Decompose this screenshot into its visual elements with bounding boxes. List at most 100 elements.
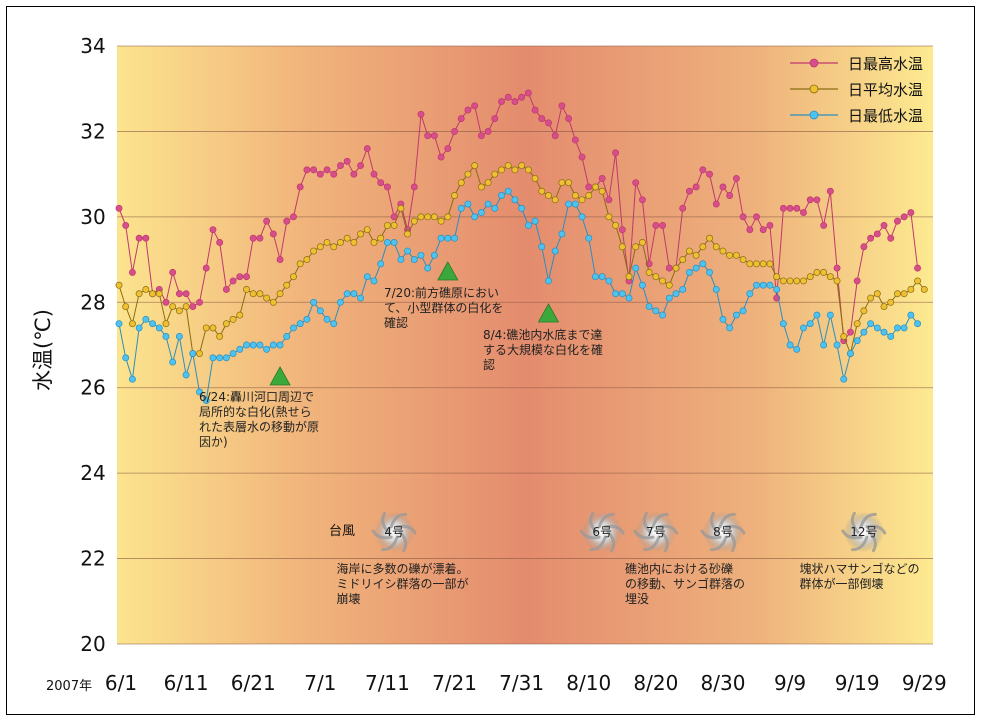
data-point xyxy=(498,166,505,174)
data-point xyxy=(558,179,566,187)
typhoon-number: 12号 xyxy=(850,525,877,539)
data-point xyxy=(115,281,123,289)
data-point xyxy=(826,311,834,319)
data-point xyxy=(471,213,479,221)
data-point xyxy=(296,320,304,328)
data-point xyxy=(122,303,130,311)
x-tick-label: 7/21 xyxy=(432,671,477,695)
x-tick-label: 6/21 xyxy=(231,671,276,695)
x-tick-label: 7/31 xyxy=(499,671,544,695)
data-point xyxy=(538,115,546,123)
data-point xyxy=(813,196,821,204)
data-point xyxy=(699,243,707,251)
legend-label: 日平均水温 xyxy=(848,81,923,99)
typhoon-arm xyxy=(718,512,736,529)
typhoon-icon: 8号 xyxy=(700,511,746,553)
data-point xyxy=(706,268,713,276)
data-point xyxy=(283,281,291,289)
typhoon-arm xyxy=(859,512,877,529)
data-point xyxy=(558,230,566,238)
data-point xyxy=(625,273,633,281)
data-point xyxy=(169,358,177,366)
typhoon-arm xyxy=(633,529,655,540)
data-point xyxy=(115,204,123,212)
data-point xyxy=(222,354,230,362)
data-point xyxy=(585,192,593,199)
data-point xyxy=(350,290,358,298)
data-point xyxy=(209,226,217,234)
data-point xyxy=(598,174,606,182)
data-point xyxy=(793,204,801,212)
data-point xyxy=(202,264,210,272)
data-point xyxy=(424,264,432,272)
data-point xyxy=(726,192,734,199)
data-point xyxy=(115,320,123,328)
data-point xyxy=(283,333,291,340)
data-point xyxy=(216,333,224,340)
data-point xyxy=(779,204,787,212)
data-point xyxy=(357,294,365,302)
data-point xyxy=(316,170,324,178)
data-point xyxy=(256,290,264,298)
data-point xyxy=(652,273,660,281)
typhoon-arm xyxy=(606,530,616,553)
y-tick-label: 28 xyxy=(80,290,105,314)
data-point xyxy=(766,260,774,268)
y-tick-label: 24 xyxy=(80,461,105,485)
data-point xyxy=(605,213,613,221)
data-point xyxy=(189,303,197,311)
data-point xyxy=(920,286,928,293)
data-point xyxy=(370,239,378,246)
data-point xyxy=(806,196,814,204)
data-point xyxy=(779,277,787,285)
data-point xyxy=(786,204,794,212)
typhoon-arm xyxy=(371,529,393,540)
data-point xyxy=(773,286,781,293)
data-point xyxy=(545,277,552,285)
data-point xyxy=(370,277,378,285)
data-point xyxy=(410,217,418,225)
data-point xyxy=(692,264,700,272)
data-point xyxy=(310,166,318,174)
typhoon-number: 7号 xyxy=(646,525,666,539)
data-point xyxy=(290,324,297,332)
data-point xyxy=(498,192,505,199)
data-point xyxy=(249,234,257,242)
data-point xyxy=(605,277,613,285)
data-point xyxy=(753,281,760,289)
data-point xyxy=(592,183,599,191)
data-point xyxy=(773,273,781,281)
typhoon-arm xyxy=(395,524,417,535)
data-point xyxy=(504,162,512,170)
data-point xyxy=(269,341,277,349)
y-tick-label: 20 xyxy=(80,632,105,656)
data-point xyxy=(706,234,713,242)
data-point xyxy=(618,243,626,251)
data-point xyxy=(907,286,915,293)
y-tick-label: 30 xyxy=(80,205,105,229)
data-point xyxy=(383,239,391,246)
data-point xyxy=(900,213,908,221)
data-point xyxy=(430,251,438,259)
typhoon-arm xyxy=(651,512,669,529)
data-point xyxy=(806,273,814,281)
data-point xyxy=(746,290,754,298)
data-point xyxy=(323,166,331,174)
data-point xyxy=(551,247,559,255)
data-point xyxy=(612,149,620,157)
data-point xyxy=(571,192,579,199)
data-point xyxy=(189,350,197,357)
data-point xyxy=(437,234,445,242)
data-point xyxy=(585,234,593,242)
x-tick-label: 9/29 xyxy=(902,671,947,695)
data-point xyxy=(182,303,190,311)
data-point xyxy=(679,204,687,212)
data-point xyxy=(538,243,546,251)
data-point xyxy=(612,290,620,298)
series-日最低水温 xyxy=(115,187,922,404)
data-point xyxy=(887,298,895,306)
data-point xyxy=(491,204,499,212)
data-point xyxy=(672,290,680,298)
data-point xyxy=(169,268,177,276)
